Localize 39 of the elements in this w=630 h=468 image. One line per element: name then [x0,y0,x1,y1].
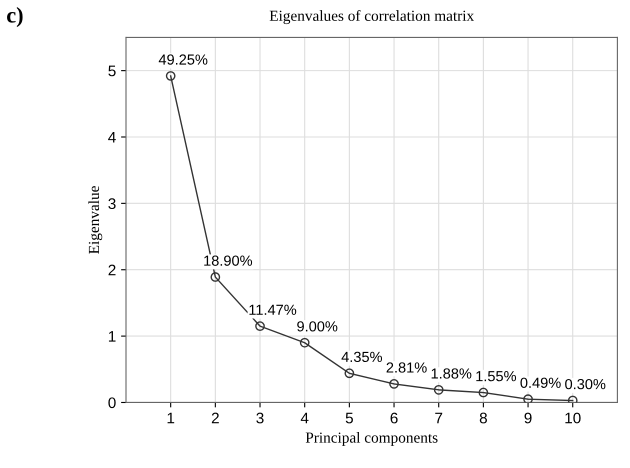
x-tick-label: 9 [524,412,532,424]
x-tick-label: 10 [565,412,581,424]
annotation: 2.81% [386,362,427,373]
annotation: 18.90% [204,255,252,266]
point [478,388,488,398]
y-axis-title: Eigenvalue [88,186,102,254]
annotation: 0.30% [565,378,606,390]
y-tick-label: 0 [108,397,116,408]
y-tick-label: 4 [108,132,116,143]
x-tick-label: 2 [212,412,219,424]
point [434,385,444,395]
annotation: 9.00% [297,321,338,332]
x-tick-label: 6 [390,412,398,424]
point [389,379,399,389]
x-tick-label: 3 [256,412,264,424]
x-tick-label: 8 [480,412,487,424]
x-tick-label: 4 [300,412,308,424]
x-tick-label: 7 [435,412,442,424]
y-tick-label: 5 [108,66,116,76]
annotation: 1.55% [476,371,516,382]
chart-title: Eigenvalues of correlation matrix [270,10,474,24]
point [523,394,533,402]
annotation: 4.35% [342,352,382,362]
annotation: 1.88% [432,368,472,379]
text: c) [7,7,23,28]
annotation: 11.47% [249,304,296,315]
point [210,272,220,282]
point [166,71,176,81]
x-axis-title: Principal components [306,432,438,446]
x-tick-label: 5 [346,412,353,424]
point [344,368,354,378]
annotation: 49.25% [158,54,208,65]
annotation: 0.49% [520,378,561,388]
point [255,321,265,332]
y-tick-label: 2 [108,264,116,276]
point [300,338,310,348]
y-tick-label: 3 [108,198,116,210]
x-tick-label: 1 [168,412,174,424]
y-tick-label: 1 [108,331,116,342]
